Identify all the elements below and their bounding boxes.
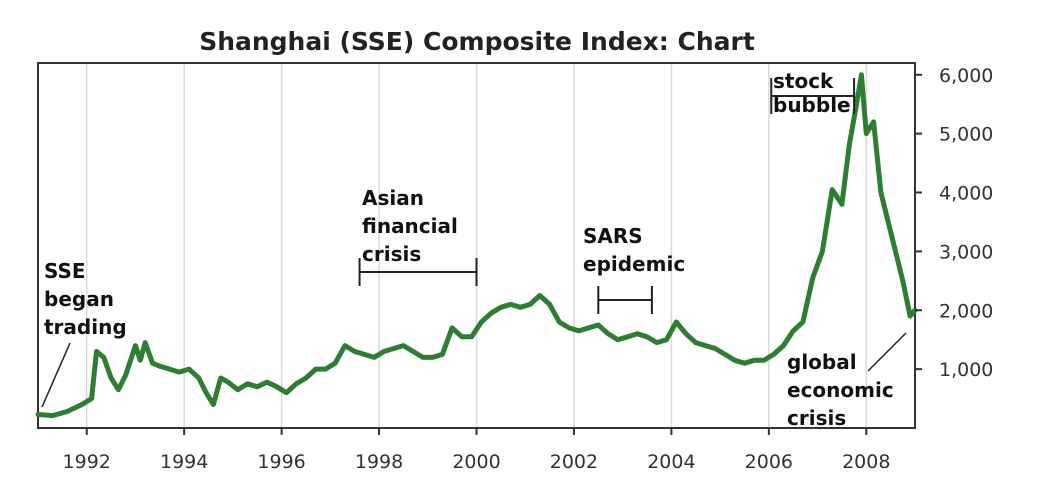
y-axis-ticks: 1,000 2,000 3,000 4,000 5,000 6,000 [915, 65, 993, 381]
series-line-0 [35, 72, 918, 419]
annotation-sse-began-trading: SSE began trading [44, 259, 127, 339]
x-tick-label-1992: 1992 [63, 451, 111, 473]
annotation-sars: SARS epidemic [583, 224, 685, 276]
y-tick-label-4000: 4,000 [939, 183, 993, 205]
x-tick-label-1996: 1996 [257, 451, 305, 473]
grid-layer [85, 63, 868, 428]
annotation-stock-bubble-bracket [770, 78, 856, 114]
annotation-sse-pointer [41, 342, 71, 408]
x-tick-label-2004: 2004 [647, 451, 695, 473]
annotation-asian-crisis-bracket [358, 258, 478, 286]
annotation-stock-bubble: stock bubble [773, 69, 851, 117]
series-layer [35, 72, 918, 419]
annotation-global-crisis: global economic crisis [787, 350, 894, 430]
annotation-asian-crisis: Asian financial crisis [362, 186, 458, 266]
y-tick-label-2000: 2,000 [939, 300, 993, 322]
y-tick-label-5000: 5,000 [939, 124, 993, 146]
x-tick-label-1994: 1994 [160, 451, 208, 473]
x-axis-ticks: 1992 1994 1996 1998 2000 2002 2004 2006 2008 [63, 428, 890, 473]
annotation-sars-bracket [597, 286, 653, 314]
x-tick-label-2002: 2002 [550, 451, 598, 473]
annotation-global-pointer [867, 332, 907, 372]
annotation-layer: SSE began trading Asian financial crisis SARS e… [41, 69, 907, 430]
x-tick-label-2008: 2008 [842, 451, 890, 473]
x-tick-label-2000: 2000 [452, 451, 500, 473]
chart-title: Shanghai (SSE) Composite Index: Chart [199, 27, 755, 56]
y-tick-label-6000: 6,000 [939, 65, 993, 87]
y-tick-label-3000: 3,000 [939, 241, 993, 263]
x-tick-label-2006: 2006 [745, 451, 793, 473]
x-tick-label-1998: 1998 [355, 451, 403, 473]
y-tick-label-1000: 1,000 [939, 359, 993, 381]
